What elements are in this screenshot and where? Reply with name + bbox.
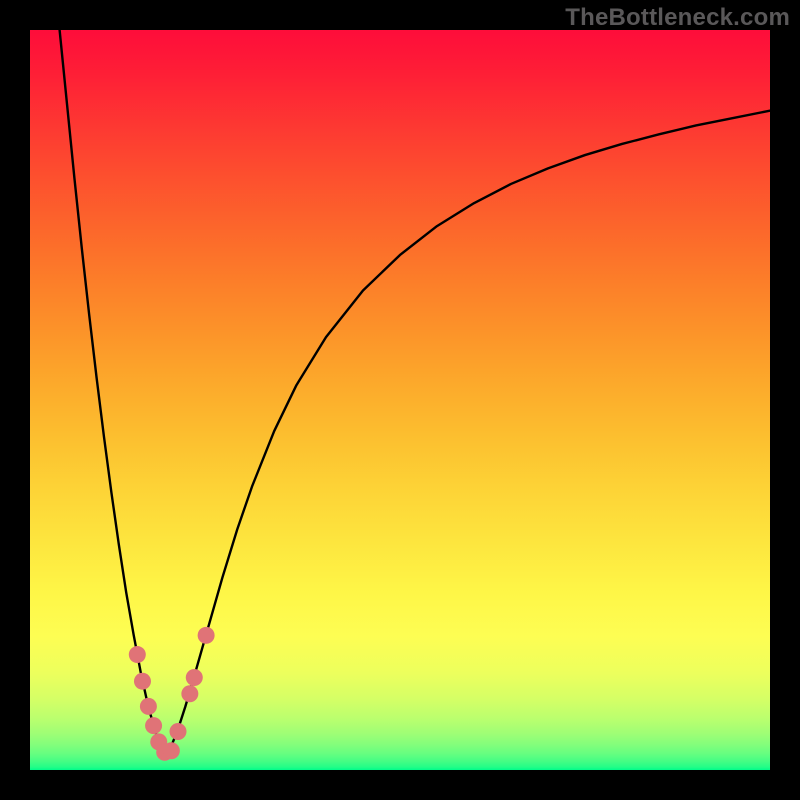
data-marker [163, 742, 180, 759]
data-marker [186, 669, 203, 686]
chart-stage: TheBottleneck.com [0, 0, 800, 800]
watermark: TheBottleneck.com [565, 4, 790, 32]
plot-area [30, 30, 770, 770]
data-marker [181, 685, 198, 702]
data-marker [198, 627, 215, 644]
data-marker [140, 698, 157, 715]
data-marker [170, 723, 187, 740]
data-marker [145, 717, 162, 734]
data-marker [129, 646, 146, 663]
data-marker [134, 673, 151, 690]
